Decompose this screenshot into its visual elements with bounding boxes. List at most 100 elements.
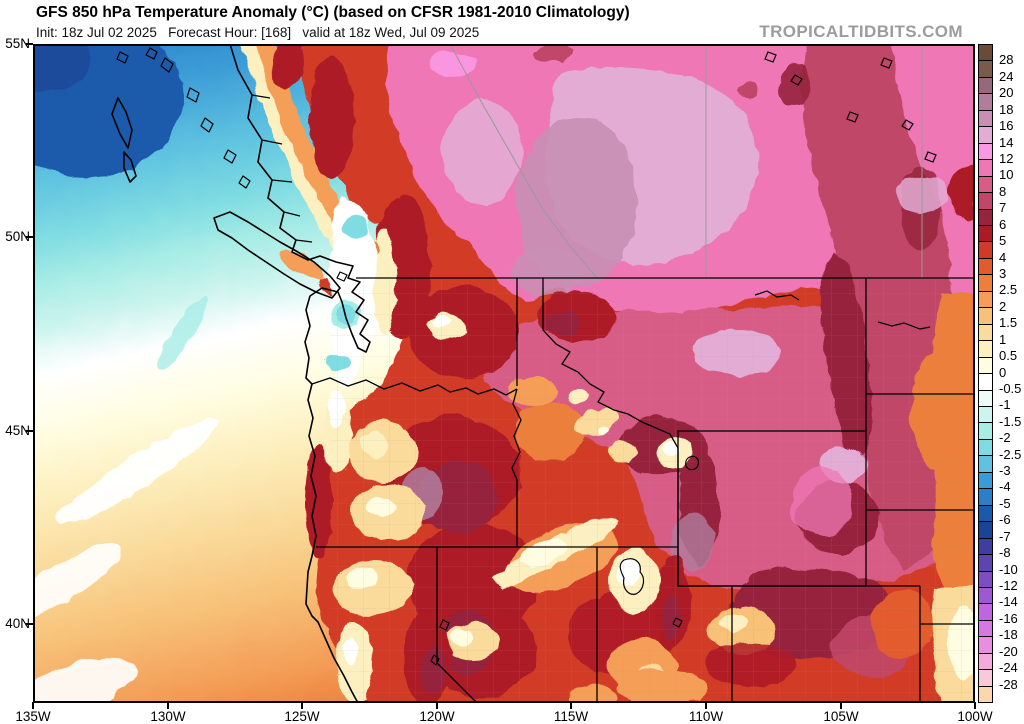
colorbar-cell [979, 61, 992, 78]
colorbar-cell [979, 176, 992, 194]
colorbar-label: 1 [999, 331, 1007, 347]
colorbar-cell [979, 77, 992, 95]
colorbar-cell [979, 587, 992, 605]
lat-tick-label: 50N [5, 229, 30, 244]
colorbar-cell [979, 160, 992, 177]
lon-tick-mark [167, 702, 169, 709]
colorbar-cell [979, 390, 992, 407]
colorbar-cell [979, 555, 992, 572]
lat-tick-label: 40N [5, 616, 30, 631]
map-frame [33, 44, 975, 703]
colorbar [978, 44, 993, 703]
colorbar-cell [979, 670, 992, 687]
colorbar-cell [979, 538, 992, 556]
colorbar-cell [979, 242, 992, 259]
init-forecast-line: Init: 18z Jul 02 2025 Forecast Hour: [16… [36, 25, 480, 40]
lon-tick-label: 105W [823, 709, 859, 724]
colorbar-label: 28 [999, 52, 1014, 68]
colorbar-cell [979, 275, 992, 292]
colorbar-cell [979, 193, 992, 210]
colorbar-label: -18 [999, 627, 1018, 643]
lon-tick-mark [436, 702, 438, 709]
colorbar-cell [979, 439, 992, 457]
page-title: GFS 850 hPa Temperature Anomaly (°C) (ba… [36, 4, 630, 21]
lon-tick-mark [32, 702, 34, 709]
colorbar-label: -6 [999, 512, 1011, 528]
colorbar-cell [979, 456, 992, 473]
lon-tick-mark [974, 702, 976, 709]
coastline [111, 44, 371, 703]
colorbar-label: 1.5 [999, 315, 1018, 331]
colorbar-label: 7 [999, 200, 1007, 216]
colorbar-label: 0.5 [999, 348, 1018, 364]
lon-tick-mark [840, 702, 842, 709]
lon-tick-label: 100W [957, 709, 993, 724]
colorbar-label: -28 [999, 676, 1018, 692]
colorbar-cell [979, 472, 992, 490]
colorbar-label: -7 [999, 528, 1011, 544]
lat-tick-label: 45N [5, 423, 30, 438]
colorbar-label: -14 [999, 594, 1018, 610]
colorbar-label: 5 [999, 233, 1007, 249]
colorbar-label: 4 [999, 249, 1007, 265]
colorbar-label: 8 [999, 183, 1007, 199]
lon-tick-mark [705, 702, 707, 709]
lon-tick-label: 130W [150, 709, 186, 724]
colorbar-label: -12 [999, 578, 1018, 594]
colorbar-cell [979, 308, 992, 325]
colorbar-cell [979, 637, 992, 654]
colorbar-label: -20 [999, 643, 1018, 659]
colorbar-label: -8 [999, 545, 1011, 561]
colorbar-label: 2.5 [999, 282, 1018, 298]
colorbar-label: 24 [999, 68, 1014, 84]
lat-tick-mark [26, 430, 33, 432]
colorbar-cell [979, 620, 992, 638]
colorbar-label: 12 [999, 150, 1014, 166]
colorbar-cell [979, 258, 992, 276]
colorbar-cell [979, 374, 992, 391]
lon-tick-label: 135W [15, 709, 51, 724]
lon-tick-label: 125W [284, 709, 320, 724]
colorbar-cell [979, 110, 992, 128]
colorbar-label: 18 [999, 101, 1014, 117]
map-canvas [33, 44, 975, 703]
lon-tick-mark [301, 702, 303, 709]
colorbar-label: -10 [999, 561, 1018, 577]
colorbar-label: -4 [999, 479, 1011, 495]
colorbar-cell [979, 686, 992, 703]
colorbar-cell [979, 94, 992, 111]
lon-tick-mark [570, 702, 572, 709]
colorbar-label: 6 [999, 216, 1007, 232]
colorbar-cell [979, 291, 992, 309]
colorbar-cell [979, 489, 992, 506]
anomaly-map-svg [33, 44, 975, 703]
lon-tick-label: 115W [553, 709, 589, 724]
colorbar-label: -0.5 [999, 380, 1022, 396]
lat-tick-mark [26, 236, 33, 238]
colorbar-label: -1 [999, 397, 1011, 413]
colorbar-label: 20 [999, 85, 1014, 101]
colorbar-label: -2.5 [999, 446, 1022, 462]
lat-tick-mark [26, 623, 33, 625]
colorbar-cell [979, 225, 992, 243]
colorbar-cell [979, 406, 992, 424]
colorbar-label: 10 [999, 167, 1014, 183]
colorbar-cell [979, 653, 992, 671]
colorbar-cell [979, 341, 992, 358]
colorbar-label: -1.5 [999, 413, 1022, 429]
county-lines [330, 278, 975, 703]
colorbar-label: -3 [999, 463, 1011, 479]
colorbar-cell [979, 604, 992, 621]
lakes [430, 51, 937, 666]
colorbar-cell [979, 505, 992, 523]
colorbar-cell [979, 127, 992, 144]
colorbar-cell [979, 423, 992, 440]
colorbar-label: 3 [999, 265, 1007, 281]
watermark: TROPICALTIDBITS.COM [759, 22, 963, 41]
colorbar-label: -16 [999, 610, 1018, 626]
colorbar-cell [979, 209, 992, 226]
colorbar-label: 16 [999, 118, 1014, 134]
colorbar-label: 14 [999, 134, 1014, 150]
lon-tick-label: 110W [688, 709, 724, 724]
